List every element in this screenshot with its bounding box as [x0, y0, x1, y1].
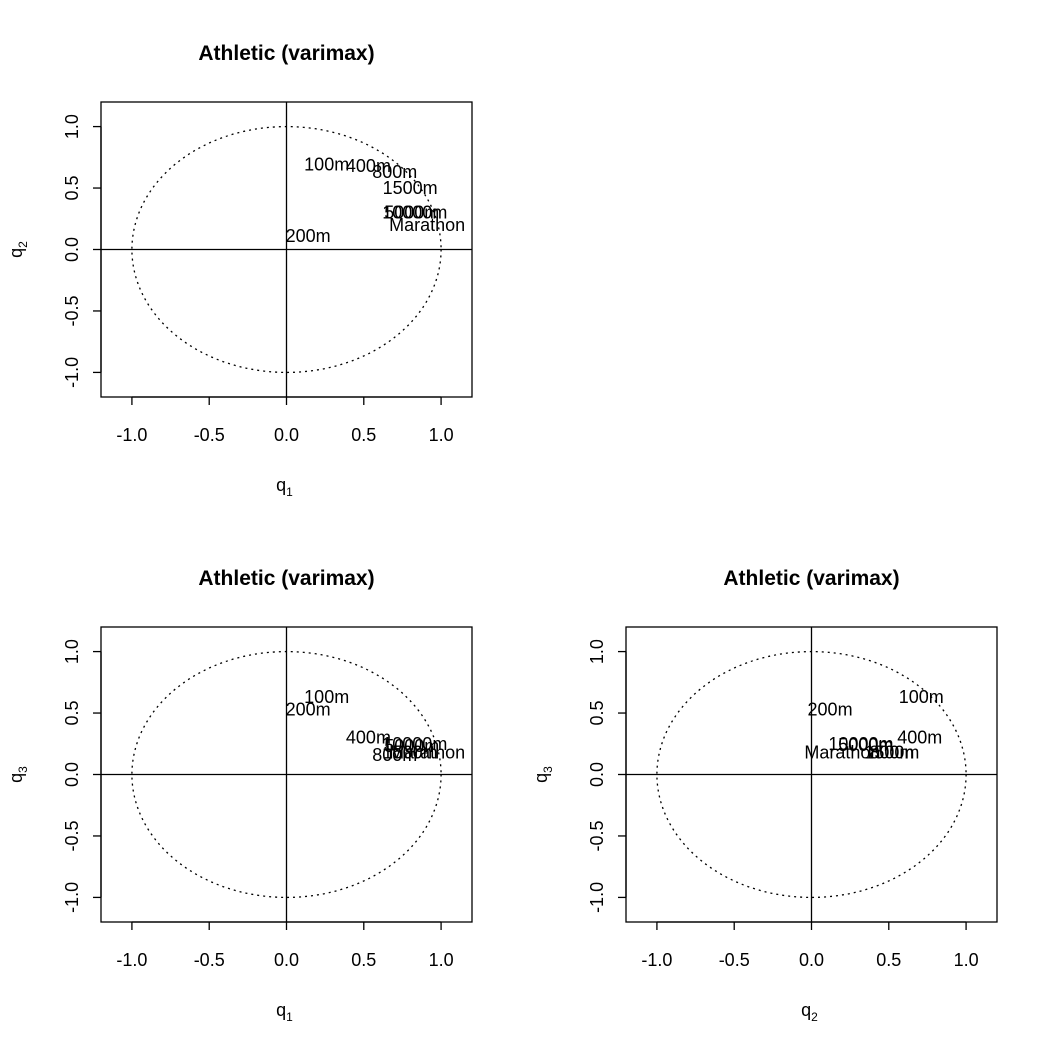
- point-label-1500m: 1500m: [383, 742, 438, 762]
- x-axis-label: q1: [276, 1000, 293, 1024]
- x-tick-label: 0.5: [351, 950, 376, 970]
- y-tick-label: -1.0: [587, 882, 607, 913]
- point-label-400m: 400m: [346, 728, 391, 748]
- y-tick-label: -0.5: [62, 820, 82, 851]
- y-tick-label: -0.5: [62, 295, 82, 326]
- y-tick-label: -1.0: [62, 882, 82, 913]
- x-tick-label: 1.0: [429, 425, 454, 445]
- point-label-10000m: 10000m: [382, 734, 447, 754]
- point-label-10000m: 10000m: [828, 734, 893, 754]
- point-label-10000m: 10000m: [382, 203, 447, 223]
- x-tick-label: -0.5: [194, 950, 225, 970]
- x-axis-label-subscript: 1: [286, 485, 293, 499]
- point-label-1500m: 1500m: [864, 742, 919, 762]
- y-axis-label: q3: [6, 766, 30, 783]
- y-axis-label: q2: [6, 241, 30, 258]
- x-axis-label-main: q: [801, 1000, 811, 1020]
- point-label-100m: 100m: [304, 687, 349, 707]
- y-tick-label: 0.0: [62, 237, 82, 262]
- plot-panel-2: Athletic (varimax) -1.0 -0.5 0.0 0.5 1.0 -1.0 -…: [6, 567, 473, 1024]
- point-label-marathon: Marathon: [389, 215, 465, 235]
- y-tick-label: 0.5: [587, 701, 607, 726]
- point-label-5000m: 5000m: [838, 735, 893, 755]
- y-tick-label: -0.5: [587, 820, 607, 851]
- x-axis-label-subscript: 1: [286, 1010, 293, 1024]
- point-label-800m: 800m: [372, 162, 417, 182]
- x-axis-label-main: q: [276, 1000, 286, 1020]
- x-tick-label: -1.0: [116, 425, 147, 445]
- y-axis-label-main: q: [531, 773, 551, 783]
- x-axis-label: q2: [801, 1000, 818, 1024]
- x-tick-label: 0.0: [274, 425, 299, 445]
- point-label-100m: 100m: [304, 155, 349, 175]
- point-label-5000m: 5000m: [384, 736, 439, 756]
- y-axis-label-subscript: 2: [16, 241, 30, 248]
- y-axis-label-main: q: [6, 248, 26, 258]
- chart-title: Athletic (varimax): [723, 567, 899, 590]
- y-axis-label-subscript: 3: [541, 766, 555, 773]
- x-tick-label: 0.5: [876, 950, 901, 970]
- y-tick-label: 0.5: [62, 176, 82, 201]
- x-tick-label: -1.0: [641, 950, 672, 970]
- x-tick-label: -1.0: [116, 950, 147, 970]
- point-label-200m: 200m: [808, 699, 853, 719]
- point-label-200m: 200m: [286, 699, 331, 719]
- x-tick-label: 1.0: [954, 950, 979, 970]
- point-label-100m: 100m: [899, 687, 944, 707]
- plot-panel-3: Athletic (varimax) -1.0 -0.5 0.0 0.5 1.0 -1.0 -…: [531, 567, 998, 1024]
- y-axis-label: q3: [531, 766, 555, 783]
- x-tick-label: 1.0: [429, 950, 454, 970]
- y-tick-label: 0.5: [62, 701, 82, 726]
- y-tick-label: 0.0: [62, 762, 82, 787]
- point-label-5000m: 5000m: [384, 203, 439, 223]
- x-axis-label-main: q: [276, 475, 286, 495]
- y-tick-label: 1.0: [587, 639, 607, 664]
- point-label-1500m: 1500m: [383, 178, 438, 198]
- plot-panel-1: Athletic (varimax) -1.0 -0.5 0.0 0.5 1.0 -1.0 -…: [6, 42, 473, 499]
- point-label-200m: 200m: [286, 226, 331, 246]
- chart-title: Athletic (varimax): [198, 42, 374, 65]
- x-tick-label: -0.5: [194, 425, 225, 445]
- chart-title: Athletic (varimax): [198, 567, 374, 590]
- y-tick-label: -1.0: [62, 357, 82, 388]
- y-axis-label-main: q: [6, 773, 26, 783]
- y-tick-label: 1.0: [62, 114, 82, 139]
- y-axis-label-subscript: 3: [16, 766, 30, 773]
- point-label-marathon: Marathon: [389, 742, 465, 762]
- x-axis-label: q1: [276, 475, 293, 499]
- point-label-400m: 400m: [897, 728, 942, 748]
- point-label-800m: 800m: [869, 742, 914, 762]
- x-tick-label: 0.5: [351, 425, 376, 445]
- x-tick-label: 0.0: [799, 950, 824, 970]
- y-tick-label: 0.0: [587, 762, 607, 787]
- y-tick-label: 1.0: [62, 639, 82, 664]
- point-label-marathon: Marathon: [804, 742, 880, 762]
- x-tick-label: -0.5: [719, 950, 750, 970]
- point-label-400m: 400m: [346, 156, 391, 176]
- point-label-800m: 800m: [372, 745, 417, 765]
- x-tick-label: 0.0: [274, 950, 299, 970]
- x-axis-label-subscript: 2: [811, 1010, 818, 1024]
